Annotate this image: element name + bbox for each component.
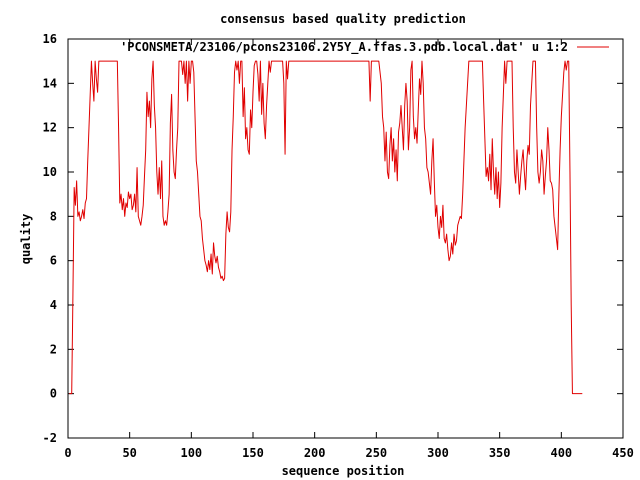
- y-tick-label: 8: [50, 209, 57, 223]
- plot-frame: [67, 38, 624, 439]
- axis-ticks: 0 50 100 150 200 250 300 350 400 450 -2 0 2 4 6 8 10 12 14…: [43, 32, 634, 460]
- y-tick-label: 16: [43, 32, 57, 46]
- y-axis-label: quality: [19, 214, 33, 265]
- x-tick-label: 300: [427, 446, 449, 460]
- x-axis-label: sequence position: [282, 464, 405, 478]
- y-tick-label: 6: [50, 254, 57, 268]
- x-tick-label: 100: [180, 446, 202, 460]
- x-tick-label: 400: [550, 446, 572, 460]
- series-layer: [69, 60, 583, 395]
- y-tick-label: 0: [50, 387, 57, 401]
- x-tick-label: 150: [242, 446, 264, 460]
- legend-series-label: 'PCONSMETA/23106/pcons23106.2Y5Y_A.ffas.…: [120, 40, 568, 55]
- x-tick-label: 250: [365, 446, 387, 460]
- x-tick-label: 450: [612, 446, 634, 460]
- y-tick-label: 2: [50, 342, 57, 356]
- series-line-0: [69, 60, 583, 395]
- y-tick-label: 14: [43, 76, 57, 90]
- y-tick-label: 10: [43, 165, 57, 179]
- y-tick-label: 4: [50, 298, 57, 312]
- x-tick-label: 50: [122, 446, 136, 460]
- chart-title: consensus based quality prediction: [220, 12, 466, 26]
- y-tick-label: 12: [43, 121, 57, 135]
- legend: 'PCONSMETA/23106/pcons23106.2Y5Y_A.ffas.…: [120, 40, 609, 55]
- x-tick-label: 200: [304, 446, 326, 460]
- x-tick-label: 0: [64, 446, 71, 460]
- x-tick-label: 350: [489, 446, 511, 460]
- y-tick-label: -2: [43, 431, 57, 445]
